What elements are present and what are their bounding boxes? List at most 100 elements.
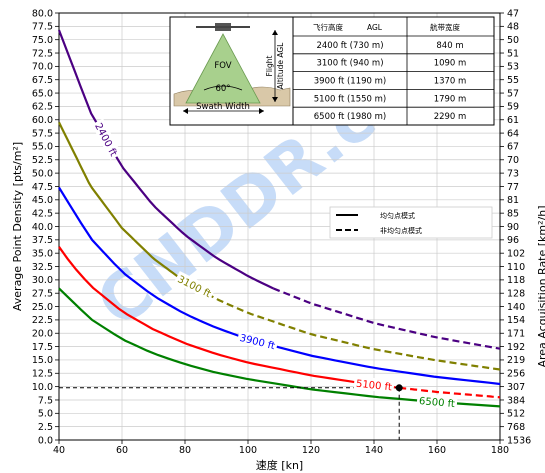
series-3900-ft — [58, 186, 501, 386]
swath-arrow-left — [183, 108, 188, 114]
table-rows: 2400 ft (730 m) 840 m 3100 ft (940 m) 1090 … — [293, 41, 494, 122]
legend-box — [329, 206, 493, 239]
series-layer — [57, 29, 501, 408]
y-tick-label: 17.5 — [32, 342, 53, 353]
y-tick-label: 72.5 — [32, 48, 53, 59]
x-tick-label: 180 — [491, 445, 509, 456]
y2-tick-label: 128 — [507, 289, 525, 300]
series-3100-ft — [58, 121, 501, 371]
annotation-point — [395, 384, 403, 392]
annotation-layer — [59, 384, 403, 440]
y-tick-label: 2.5 — [38, 422, 53, 433]
swath-arrow-right — [259, 108, 264, 114]
y2-tick-label: 50 — [507, 35, 519, 46]
y-tick-label: 60.0 — [32, 115, 53, 126]
y2-axis-title: Area Acquisition Rate [km²/h] — [536, 205, 545, 367]
table-cell-altitude: 3100 ft (940 m) — [316, 59, 383, 69]
y-tick-label: 42.5 — [32, 208, 53, 219]
series-line-dashed — [178, 276, 501, 371]
altitude-table: 飞行高度 AGL 航带宽度 2400 ft (730 m) 840 m 3100 f… — [292, 16, 495, 126]
y2-tick-label: 110 — [507, 262, 525, 273]
table-cell-altitude: 2400 ft (730 m) — [316, 41, 383, 51]
y-tick-label: 7.5 — [38, 395, 53, 406]
series-line-dashed — [399, 386, 501, 399]
y-tick-label: 80.0 — [32, 8, 53, 19]
table-header-right: 航带宽度 — [430, 22, 460, 32]
table-cell-altitude: 6500 ft (1980 m) — [314, 112, 386, 122]
y2-tick-label: 192 — [507, 342, 525, 353]
table-cell-width: 840 m — [436, 41, 463, 51]
table-header-left: 飞行高度 — [313, 22, 343, 32]
y-axis-title: Average Point Density [pts/m²] — [11, 142, 24, 311]
y-tick-label: 35.0 — [32, 248, 53, 259]
y2-tick-label: 61 — [507, 115, 519, 126]
table-frame — [292, 16, 495, 126]
table-cell-width: 2290 m — [434, 112, 467, 122]
y2-tick-label: 90 — [507, 222, 519, 233]
y2-tick-label: 307 — [507, 382, 525, 393]
series-line-solid — [58, 186, 501, 386]
y-tick-label: 27.5 — [32, 289, 53, 300]
curve-label-bg — [353, 375, 395, 394]
y-tick-label: 77.5 — [32, 22, 53, 33]
y-tick-label: 55.0 — [32, 142, 53, 153]
y-tick-label: 57.5 — [32, 128, 53, 139]
x-tick-label: 160 — [428, 445, 446, 456]
series-5100-ft — [58, 246, 501, 399]
table-header-mid: AGL — [367, 23, 383, 32]
y-tick-label: 47.5 — [32, 182, 53, 193]
y-tick-label: 70.0 — [32, 62, 53, 73]
legend: 均匀点模式 非均匀点模式 — [329, 206, 493, 239]
fov-cone — [185, 33, 261, 104]
y2-tick-label: 70 — [507, 155, 519, 166]
y-tick-label: 22.5 — [32, 315, 53, 326]
y-tick-label: 5.0 — [38, 409, 53, 420]
fov-label: FOV — [214, 61, 231, 71]
y2-tick-label: 171 — [507, 329, 525, 340]
swath-label: Swath Width — [196, 102, 250, 112]
flight-label-2: Altitude AGL — [276, 42, 285, 90]
angle-arc — [203, 85, 243, 91]
y2-tick-label: 47 — [507, 8, 519, 19]
y2-tick-label: 256 — [507, 369, 525, 380]
y2-tick-label: 67 — [507, 142, 519, 153]
table-cell-altitude: 3900 ft (1190 m) — [314, 77, 386, 87]
series-line-solid — [58, 121, 180, 279]
y2-tick-label: 55 — [507, 75, 519, 86]
y2-tick-label: 53 — [507, 62, 519, 73]
x-tick-label: 140 — [365, 445, 383, 456]
y2-tick-label: 48 — [507, 22, 519, 33]
series-line-dashed — [272, 287, 501, 350]
y2-tick-label: 512 — [507, 409, 525, 420]
y2-tick-label: 73 — [507, 168, 519, 179]
table-cell-width: 1090 m — [434, 59, 467, 69]
y-tick-label: 25.0 — [32, 302, 53, 313]
x-tick-label: 100 — [239, 445, 257, 456]
y-tick-label: 75.0 — [32, 35, 53, 46]
y2-tick-label: 51 — [507, 48, 519, 59]
legend-solid-label: 均匀点模式 — [380, 211, 415, 220]
y-tick-label: 12.5 — [32, 369, 53, 380]
y2-tick-label: 1536 — [507, 435, 531, 446]
curve-label-bg — [236, 329, 279, 353]
flight-label-1: Flight — [265, 55, 274, 76]
y2-tick-label: 118 — [507, 275, 525, 286]
altitude-arrow-top — [272, 30, 278, 35]
curve-label-bg — [173, 271, 216, 301]
y-tick-label: 0.0 — [38, 435, 53, 446]
y2-tick-label: 154 — [507, 315, 525, 326]
y2-tick-label: 219 — [507, 355, 525, 366]
y-tick-label: 67.5 — [32, 75, 53, 86]
y2-tick-label: 768 — [507, 422, 525, 433]
series-line-solid — [57, 29, 274, 290]
x-tick-label: 60 — [116, 445, 128, 456]
y2-tick-label: 57 — [507, 88, 519, 99]
y-tick-label: 15.0 — [32, 355, 53, 366]
y-tick-label: 62.5 — [32, 102, 53, 113]
table-cell-width: 1370 m — [434, 77, 467, 87]
x-tick-label: 80 — [179, 445, 191, 456]
y2-tick-label: 102 — [507, 248, 525, 259]
inset: FOV 60° Swath Width Flight Altitude AGL … — [169, 16, 495, 126]
y2-tick-label: 64 — [507, 128, 519, 139]
